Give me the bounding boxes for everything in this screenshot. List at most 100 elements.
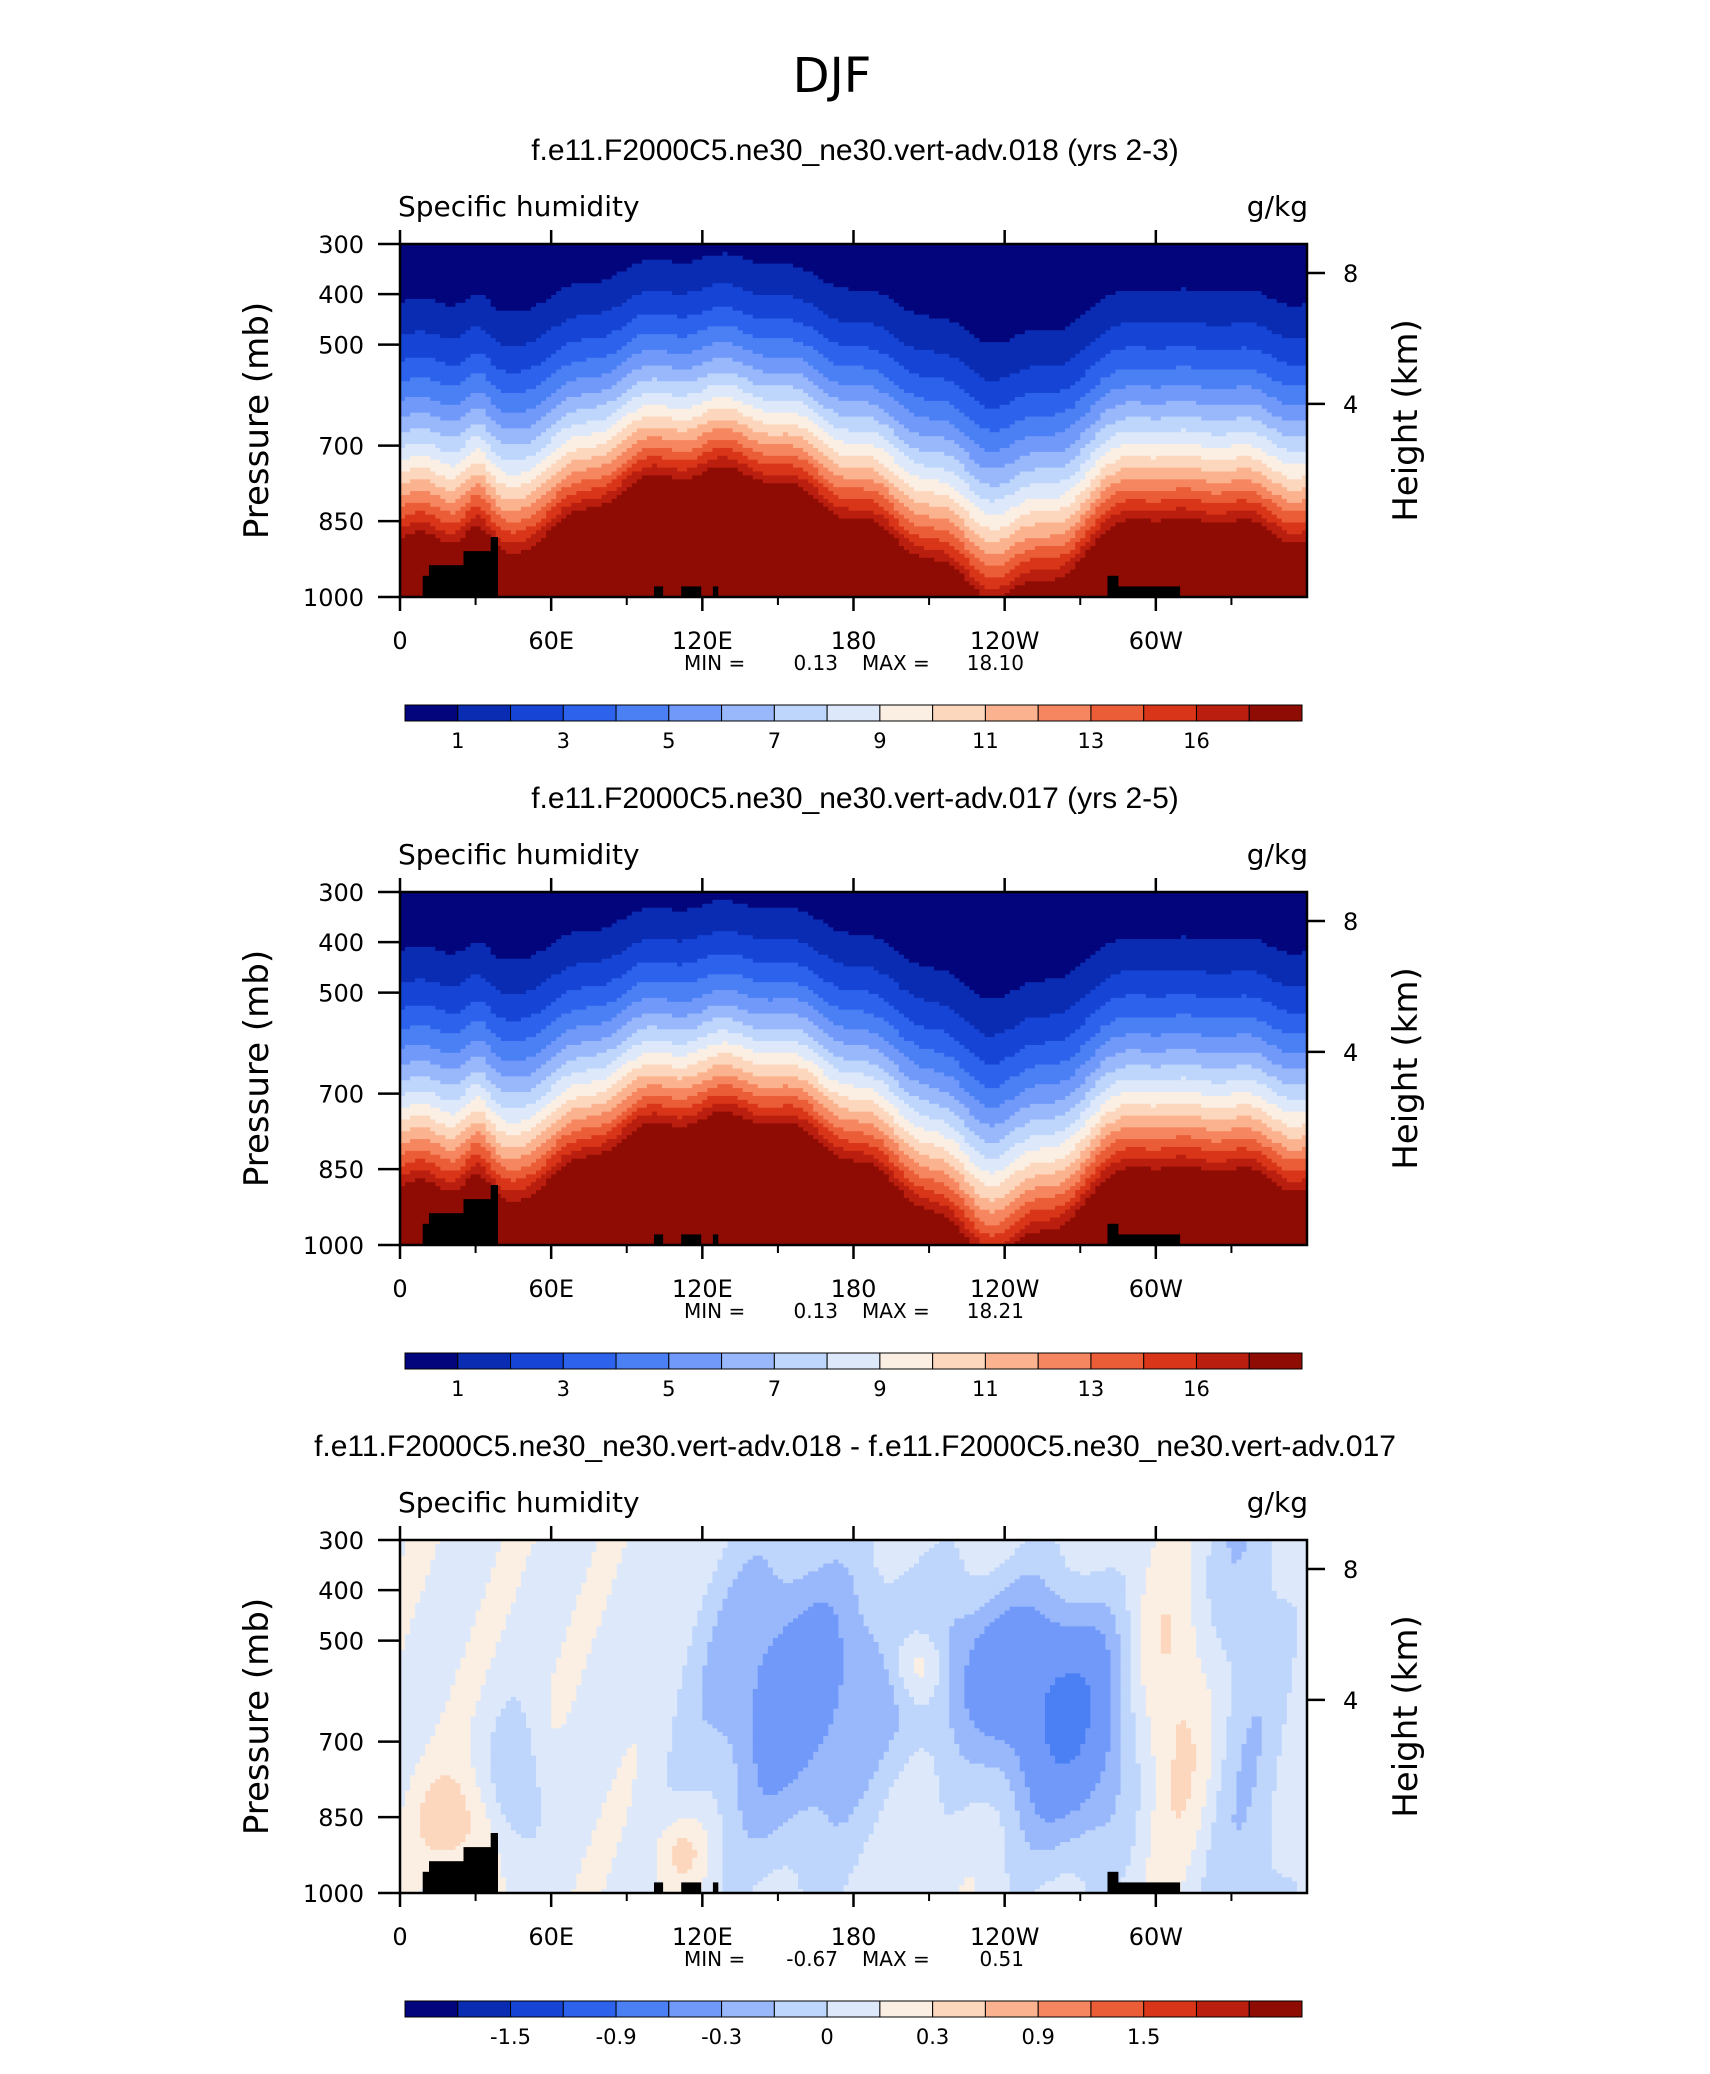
contour-cell bbox=[843, 1056, 890, 1062]
contour-cell bbox=[1070, 1186, 1081, 1191]
contour-cell bbox=[556, 420, 588, 426]
contour-cell bbox=[1286, 530, 1303, 535]
contour-cell bbox=[737, 990, 814, 995]
contour-cell bbox=[813, 483, 824, 488]
contour-cell bbox=[531, 1139, 547, 1144]
contour-cell bbox=[813, 1005, 839, 1011]
contour-cell bbox=[863, 1131, 885, 1136]
contour-cell bbox=[621, 451, 638, 457]
contour-cell bbox=[485, 1681, 552, 1686]
contour-cell bbox=[581, 498, 613, 504]
contour-cell bbox=[798, 412, 819, 418]
contour-cell bbox=[903, 1170, 915, 1175]
contour-cell bbox=[672, 1736, 729, 1741]
contour-cell bbox=[400, 946, 406, 952]
contour-cell bbox=[1241, 1763, 1258, 1769]
contour-cell bbox=[959, 569, 970, 575]
contour-cell bbox=[551, 1072, 572, 1077]
contour-cell bbox=[400, 1197, 507, 1203]
max-value: 18.21 bbox=[967, 1299, 1024, 1323]
contour-cell bbox=[626, 475, 643, 480]
contour-cell bbox=[566, 1162, 875, 1168]
contour-cell bbox=[702, 1598, 724, 1604]
contour-cell bbox=[707, 385, 739, 390]
contour-cell bbox=[712, 1630, 784, 1635]
contour-cell bbox=[400, 1178, 416, 1183]
contour-cell bbox=[893, 1736, 955, 1741]
contour-cell bbox=[843, 1641, 880, 1647]
contour-cell bbox=[1090, 455, 1102, 461]
contour-cell bbox=[1196, 1743, 1212, 1749]
contour-cell bbox=[1301, 530, 1308, 535]
contour-cell bbox=[828, 1119, 860, 1125]
contour-cell bbox=[500, 467, 532, 473]
contour-cell bbox=[954, 1056, 981, 1062]
contour-cell bbox=[495, 1190, 537, 1195]
contour-cell bbox=[848, 1571, 880, 1576]
contour-cell bbox=[1065, 518, 1081, 524]
contour-cell bbox=[1246, 1806, 1273, 1812]
contour-cell bbox=[561, 400, 608, 406]
contour-cell bbox=[480, 1154, 492, 1160]
contour-cell bbox=[702, 1009, 749, 1015]
contour-cell bbox=[1100, 946, 1278, 952]
contour-cell bbox=[762, 1657, 845, 1663]
contour-cell bbox=[1085, 1798, 1117, 1804]
contour-cell bbox=[722, 251, 729, 257]
contour-cell bbox=[893, 455, 910, 461]
contour-cell bbox=[1140, 1598, 1192, 1604]
contour-cell bbox=[551, 1692, 577, 1698]
contour-cell bbox=[400, 330, 416, 335]
contour-cell bbox=[919, 447, 965, 453]
contour-cell bbox=[606, 1139, 623, 1144]
contour-cell bbox=[883, 506, 895, 512]
contour-cell bbox=[969, 483, 991, 488]
contour-cell bbox=[903, 365, 970, 371]
contour-cell bbox=[732, 1111, 754, 1117]
contour-cell bbox=[1014, 459, 1071, 465]
contour-cell bbox=[974, 1076, 1011, 1081]
contour-cell bbox=[1140, 1634, 1162, 1639]
contour-cell bbox=[1281, 1174, 1308, 1179]
contour-cell bbox=[838, 1068, 885, 1074]
contour-cell bbox=[873, 1547, 930, 1553]
contour-cell bbox=[616, 381, 638, 386]
contour-cell bbox=[929, 1547, 960, 1553]
contour-cell bbox=[999, 404, 1076, 410]
contour-cell bbox=[500, 1186, 527, 1191]
contour-cell bbox=[908, 444, 960, 449]
contour-cell bbox=[400, 518, 441, 524]
contour-cell bbox=[944, 1806, 965, 1812]
contour-cell bbox=[1115, 1107, 1263, 1113]
contour-cell bbox=[964, 412, 1056, 418]
contour-cell bbox=[1024, 1779, 1101, 1784]
contour-cell bbox=[1065, 573, 1308, 578]
contour-cell bbox=[1055, 1131, 1076, 1136]
contour-cell bbox=[1065, 1037, 1091, 1042]
contour-cell bbox=[818, 459, 834, 465]
contour-cell bbox=[677, 1115, 683, 1121]
contour-cell bbox=[667, 1755, 734, 1761]
contour-cell bbox=[1019, 1092, 1071, 1097]
contour-cell bbox=[495, 522, 537, 527]
contour-cell bbox=[1044, 1736, 1086, 1741]
contour-cell bbox=[465, 1798, 482, 1804]
contour-cell bbox=[520, 1166, 542, 1172]
contour-cell bbox=[566, 381, 618, 386]
contour-cell bbox=[969, 1127, 1016, 1132]
contour-cell bbox=[747, 377, 809, 382]
contour-cell bbox=[989, 483, 1001, 488]
contour-cell bbox=[722, 1602, 814, 1608]
contour-cell bbox=[1175, 1743, 1197, 1749]
contour-cell bbox=[893, 334, 976, 339]
contour-cell bbox=[1004, 1775, 1026, 1780]
contour-cell bbox=[677, 314, 688, 320]
contour-cell bbox=[435, 1005, 467, 1011]
contour-cell bbox=[1060, 389, 1091, 394]
contour-cell bbox=[803, 322, 875, 327]
contour-cell bbox=[571, 1618, 603, 1623]
contour-cell bbox=[959, 1182, 970, 1187]
contour-cell bbox=[903, 1052, 945, 1058]
contour-cell bbox=[1070, 1150, 1081, 1156]
contour-cell bbox=[400, 1590, 421, 1596]
